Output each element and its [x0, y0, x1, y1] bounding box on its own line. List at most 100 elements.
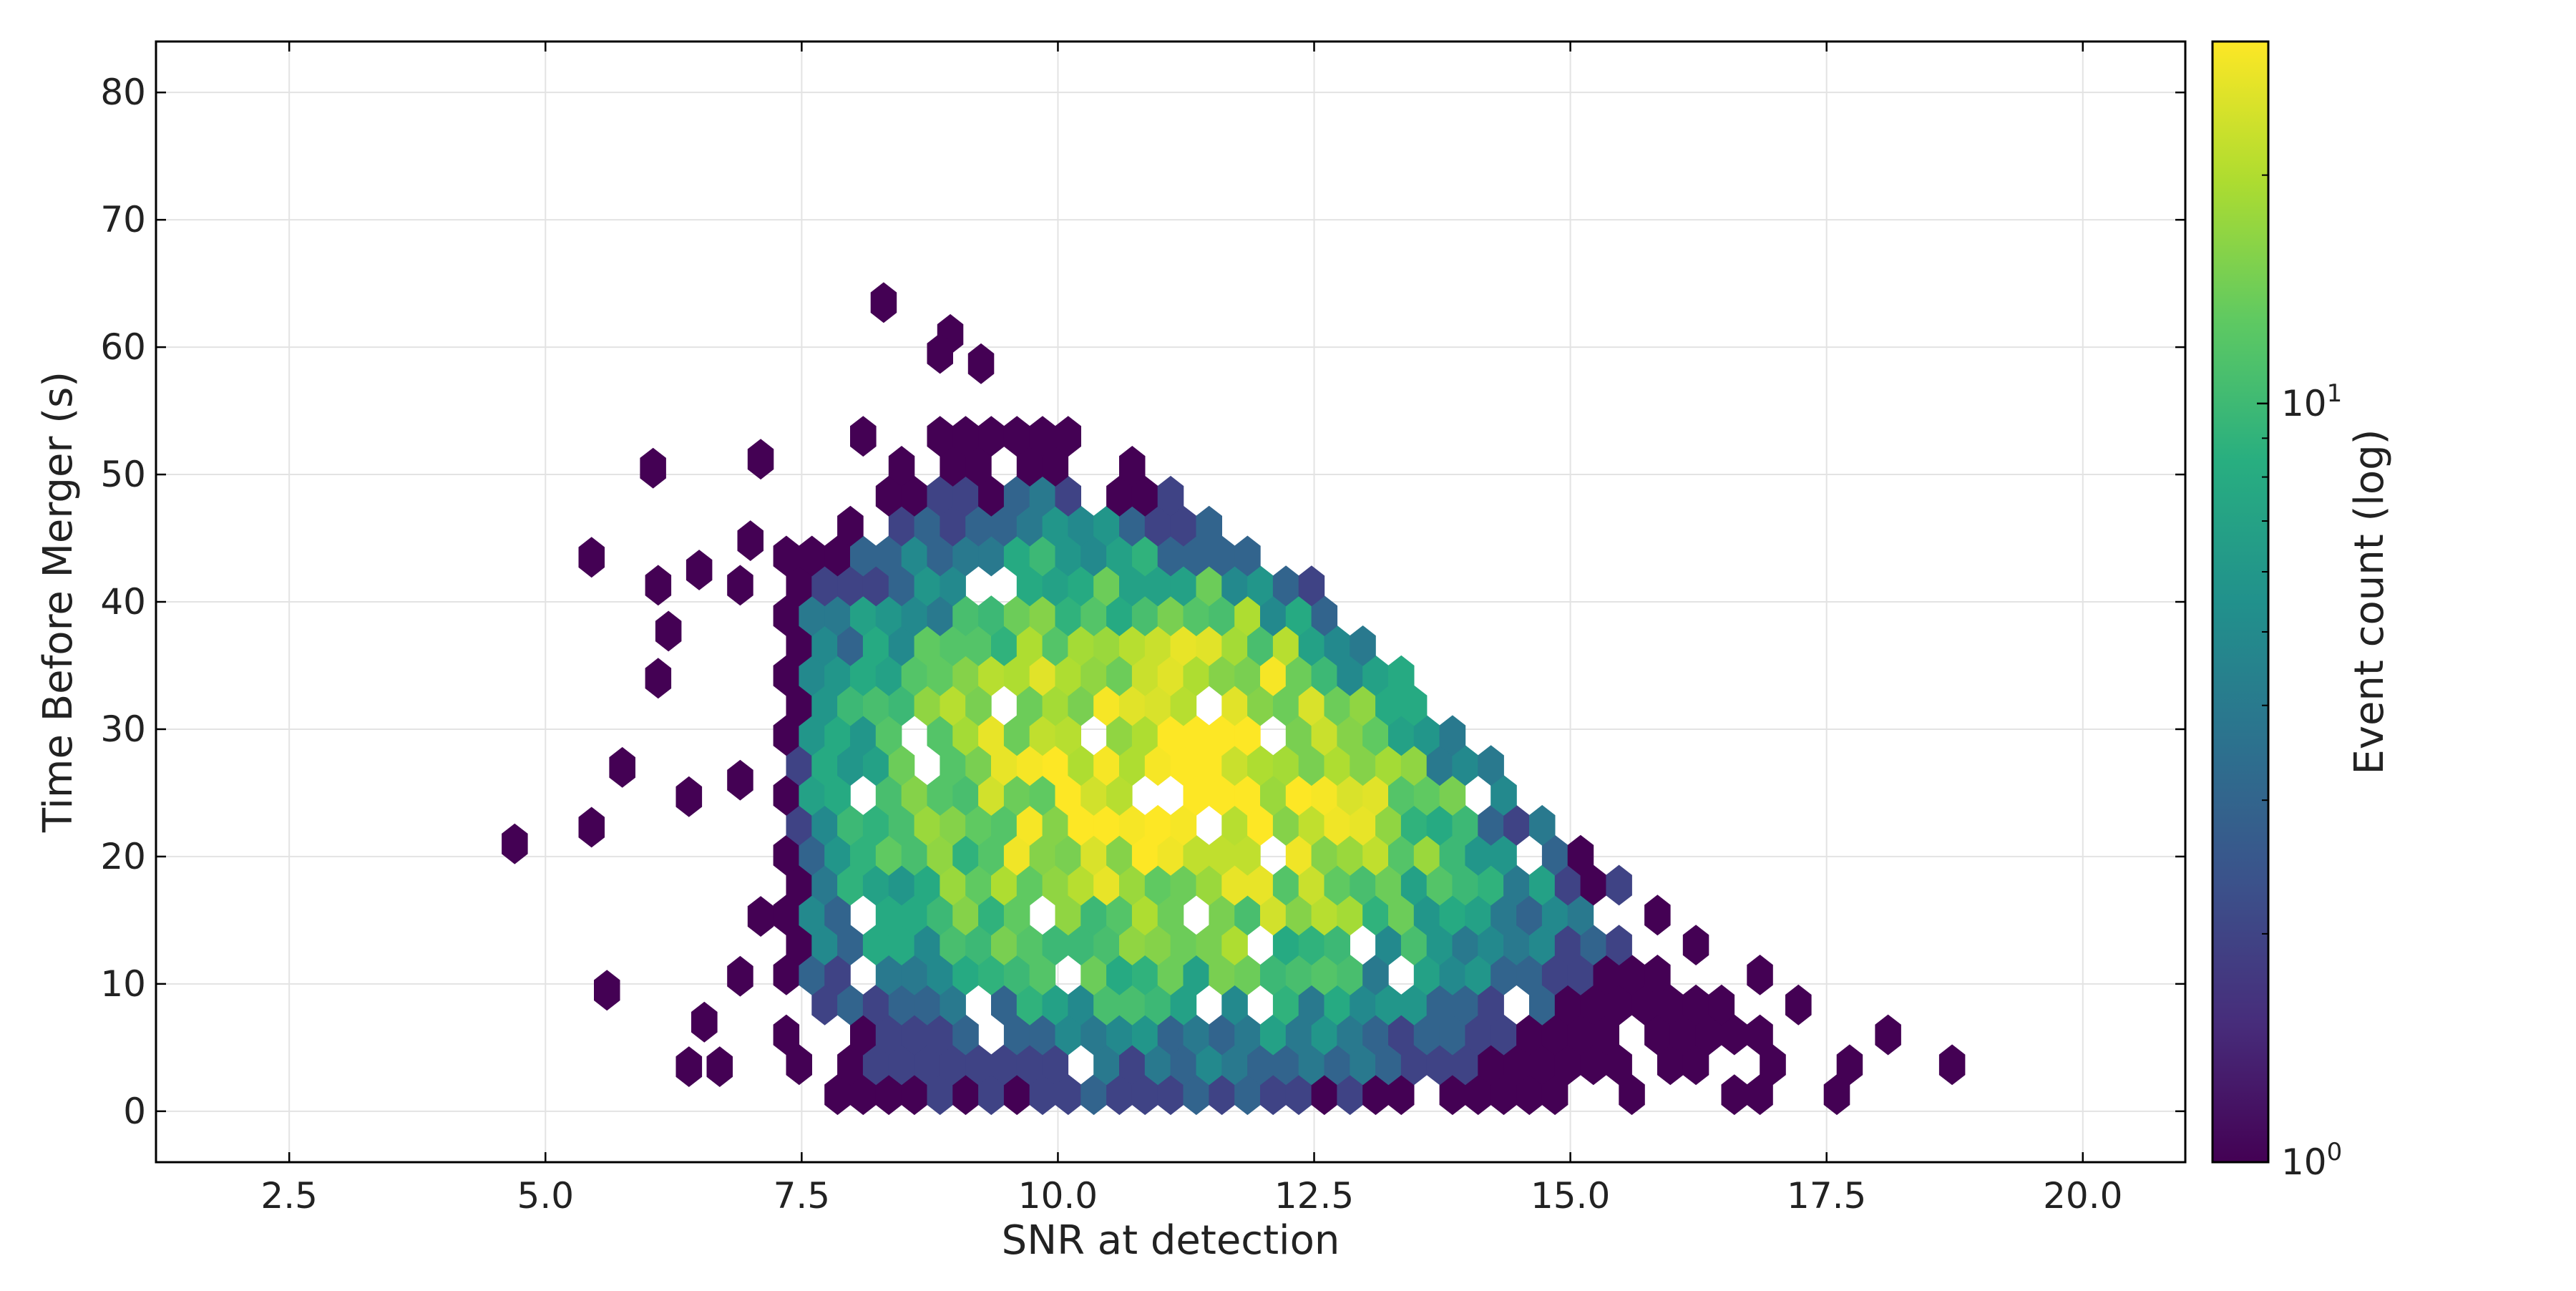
- hexbin-cell: [875, 475, 902, 517]
- hexbin-cell: [1337, 1014, 1363, 1056]
- hexbin-cell: [799, 655, 825, 696]
- hexbin-cell: [875, 775, 902, 816]
- hexbin-cell: [1311, 955, 1338, 995]
- hexbin-cell: [1298, 745, 1325, 786]
- hexbin-cell: [799, 895, 825, 936]
- hexbin-cell: [1491, 1074, 1517, 1116]
- hexbin-cell: [1580, 864, 1607, 906]
- y-tick-label: 10: [100, 963, 146, 1005]
- hexbin-cell: [1016, 984, 1043, 1026]
- hexbin-cell: [1183, 655, 1210, 696]
- hexbin-cell: [1016, 625, 1043, 666]
- hexbin-cell: [1119, 804, 1146, 846]
- hexbin-cell: [1529, 864, 1556, 906]
- hexbin-cell: [927, 1074, 953, 1116]
- hexbin-cell: [1080, 955, 1107, 995]
- hexbin-cell: [862, 565, 889, 607]
- hexbin-cell: [1491, 834, 1517, 876]
- hexbin-cell: [862, 804, 889, 846]
- hexbin-cell: [1157, 834, 1184, 876]
- hexbin-cell: [1170, 625, 1197, 666]
- hexbin-cell: [1298, 984, 1325, 1026]
- hexbin-cell: [1170, 505, 1197, 547]
- hexbin-cell: [1209, 775, 1235, 816]
- hexbin-cell: [1362, 1014, 1389, 1056]
- hexbin-cell: [1170, 925, 1197, 965]
- hexbin-cell: [837, 804, 864, 846]
- hexbin-cell: [1388, 895, 1415, 936]
- hexbin-cell: [1413, 775, 1440, 816]
- hexbin-cell: [888, 505, 915, 547]
- hexbin-cell: [773, 834, 800, 876]
- hexbin-cell: [1119, 925, 1146, 965]
- hexbin-cell: [1285, 775, 1312, 816]
- hexbin-cell: [901, 595, 928, 636]
- hexbin-cell: [1183, 955, 1210, 995]
- hexbin-cell: [1439, 775, 1466, 816]
- hexbin-cell: [862, 625, 889, 666]
- hexbin-cell: [1337, 775, 1363, 816]
- hexbin-cell: [811, 925, 838, 965]
- hexbin-cell: [927, 475, 953, 517]
- hexbin-cell: [1183, 535, 1210, 577]
- hexbin-cell: [927, 535, 953, 577]
- hexbin-cell: [1016, 925, 1043, 965]
- hexbin-cell: [1055, 655, 1081, 696]
- hexbin-cell: [914, 505, 941, 547]
- hexbin-cell: [1272, 625, 1299, 666]
- hexbin-cell: [1106, 595, 1133, 636]
- hexbin-cell: [1003, 416, 1030, 457]
- hexbin-cell: [1029, 1074, 1056, 1116]
- hexbin-cell: [1221, 745, 1248, 786]
- hexbin-cell: [1324, 984, 1350, 1026]
- hexbin-cell: [1529, 925, 1556, 965]
- hexbin-cell: [1068, 625, 1094, 666]
- hexbin-cell: [640, 447, 666, 489]
- hexbin-cell: [965, 505, 992, 547]
- hexbin-cell: [1375, 925, 1402, 965]
- hexbin-cell: [1285, 1014, 1312, 1056]
- hexbin-cell: [786, 565, 812, 607]
- hexbin-cell: [1196, 1044, 1222, 1086]
- hexbin-cell: [1196, 505, 1222, 547]
- hexbin-cell: [978, 416, 1005, 457]
- hexbin-cell: [1760, 1044, 1786, 1086]
- hexbin-cell: [1119, 984, 1146, 1026]
- hexbin-cell: [1491, 1014, 1517, 1056]
- hexbin-cell: [1003, 955, 1030, 995]
- hexbin-cell: [875, 535, 902, 577]
- hexbin-cell: [978, 595, 1005, 636]
- hexbin-cell: [1554, 864, 1581, 906]
- hexbin-cell: [1452, 745, 1479, 786]
- hexbin-cell: [888, 925, 915, 965]
- hexbin-cell: [824, 834, 851, 876]
- hexbin-cell: [1388, 1014, 1415, 1056]
- hexbin-cell: [952, 895, 979, 936]
- hexbin-cell: [799, 595, 825, 636]
- hexbin-cell: [914, 984, 941, 1026]
- hexbin-cell: [952, 595, 979, 636]
- hexbin-cell: [1529, 984, 1556, 1026]
- hexbin-cell: [952, 535, 979, 577]
- hexbin-cell: [1131, 475, 1158, 517]
- hexbin-cell: [1106, 1074, 1133, 1116]
- hexbin-cell: [1491, 775, 1517, 816]
- hexbin-cell: [914, 625, 941, 666]
- hexbin-cell: [940, 685, 966, 726]
- hexbin-cell: [850, 535, 877, 577]
- hexbin-cell: [1029, 834, 1056, 876]
- hexbin-cell: [1247, 1044, 1274, 1086]
- hexbin-cell: [1234, 775, 1261, 816]
- hexbin-cell: [1055, 416, 1081, 457]
- hexbin-cell: [1131, 1014, 1158, 1056]
- hexbin-cell: [1016, 804, 1043, 846]
- hexbin-cell: [1106, 655, 1133, 696]
- hexbin-cell: [1439, 834, 1466, 876]
- hexbin-cell: [1209, 595, 1235, 636]
- hexbin-cell: [747, 439, 774, 480]
- hexbin-cell: [1157, 595, 1184, 636]
- hexbin-cell: [1362, 715, 1389, 756]
- hexbin-cell: [1003, 1014, 1030, 1056]
- hexbin-cell: [1131, 595, 1158, 636]
- hexbin-cell: [927, 333, 953, 374]
